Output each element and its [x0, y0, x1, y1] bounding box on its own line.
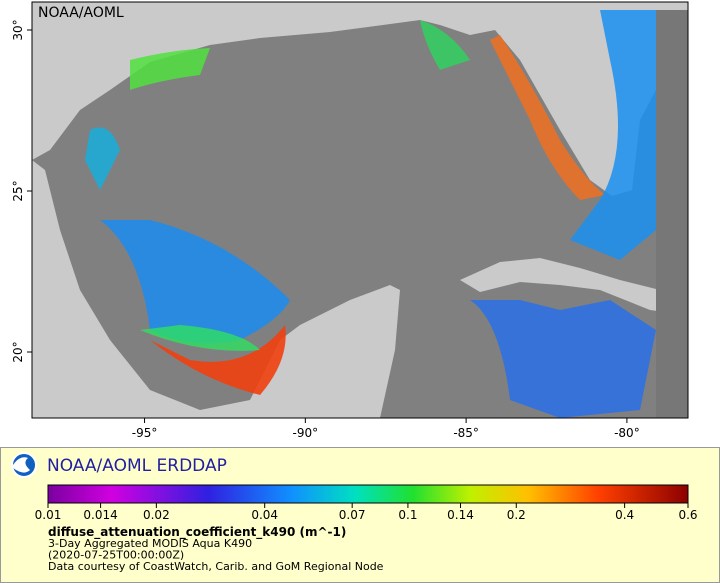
data-patch	[140, 325, 260, 351]
colorbar	[47, 484, 689, 504]
x-tick-label: -90°	[293, 426, 319, 440]
colorbar-tick-label: 0.6	[678, 508, 697, 522]
legend-line: Data courtesy of CoastWatch, Carib. and …	[48, 560, 384, 573]
colorbar-tick-label: 0.01	[35, 508, 62, 522]
colorbar-tick-label: 0.4	[615, 508, 634, 522]
credit: NOAA/AOML	[38, 5, 124, 21]
y-tick-label: 20°	[11, 341, 25, 362]
colorbar-tick-label: 0.04	[251, 508, 278, 522]
colorbar-tick-label: 0.02	[143, 508, 170, 522]
colorbar-tick-label: 0.07	[339, 508, 366, 522]
data-patch	[85, 127, 120, 190]
colorbar-tick-label: 0.2	[507, 508, 526, 522]
legend-title: NOAA/AOML ERDDAP	[47, 456, 227, 476]
data-patch	[150, 325, 286, 395]
data-patch	[470, 300, 656, 418]
land-usa	[32, 2, 688, 196]
colorbar-axis: 0.01 0.014 0.02 0.04 0.07 0.1 0.14 0.2 0.4 0.6	[35, 503, 698, 522]
data-patch	[570, 10, 656, 260]
no-data	[656, 10, 688, 418]
colorbar-tick-label: 0.14	[447, 508, 474, 522]
legend-line: (2020-07-25T00:00:00Z)	[48, 549, 184, 562]
colorbar-tick-label: 0.1	[398, 508, 417, 522]
map-plot	[32, 2, 688, 418]
land-south	[32, 360, 150, 418]
land-cuba	[460, 258, 688, 315]
noaa-logo	[11, 452, 37, 478]
x-tick-label: -95°	[132, 426, 158, 440]
data-patch	[130, 48, 210, 90]
x-tick-label: -80°	[614, 426, 640, 440]
data-patch	[420, 20, 470, 70]
land-mexico	[32, 160, 400, 418]
data-patch	[490, 35, 605, 200]
x-tick-label: -85°	[453, 426, 479, 440]
colorbar-tick-label: 0.014	[83, 508, 117, 522]
axes: -95° -90° -85° -80° 20° 25° 30°	[11, 19, 640, 440]
y-tick-label: 30°	[11, 19, 25, 40]
plot-frame	[31, 1, 689, 419]
variable-name: diffuse_attenuation_coefficient_k490 (m^…	[48, 525, 346, 540]
y-tick-label: 25°	[11, 180, 25, 201]
legend-line: 3-Day Aggregated MODIS Aqua K490	[48, 537, 252, 550]
legend-lines: 3-Day Aggregated MODIS Aqua K490(2020-07…	[48, 537, 384, 573]
data-patch	[100, 220, 290, 344]
